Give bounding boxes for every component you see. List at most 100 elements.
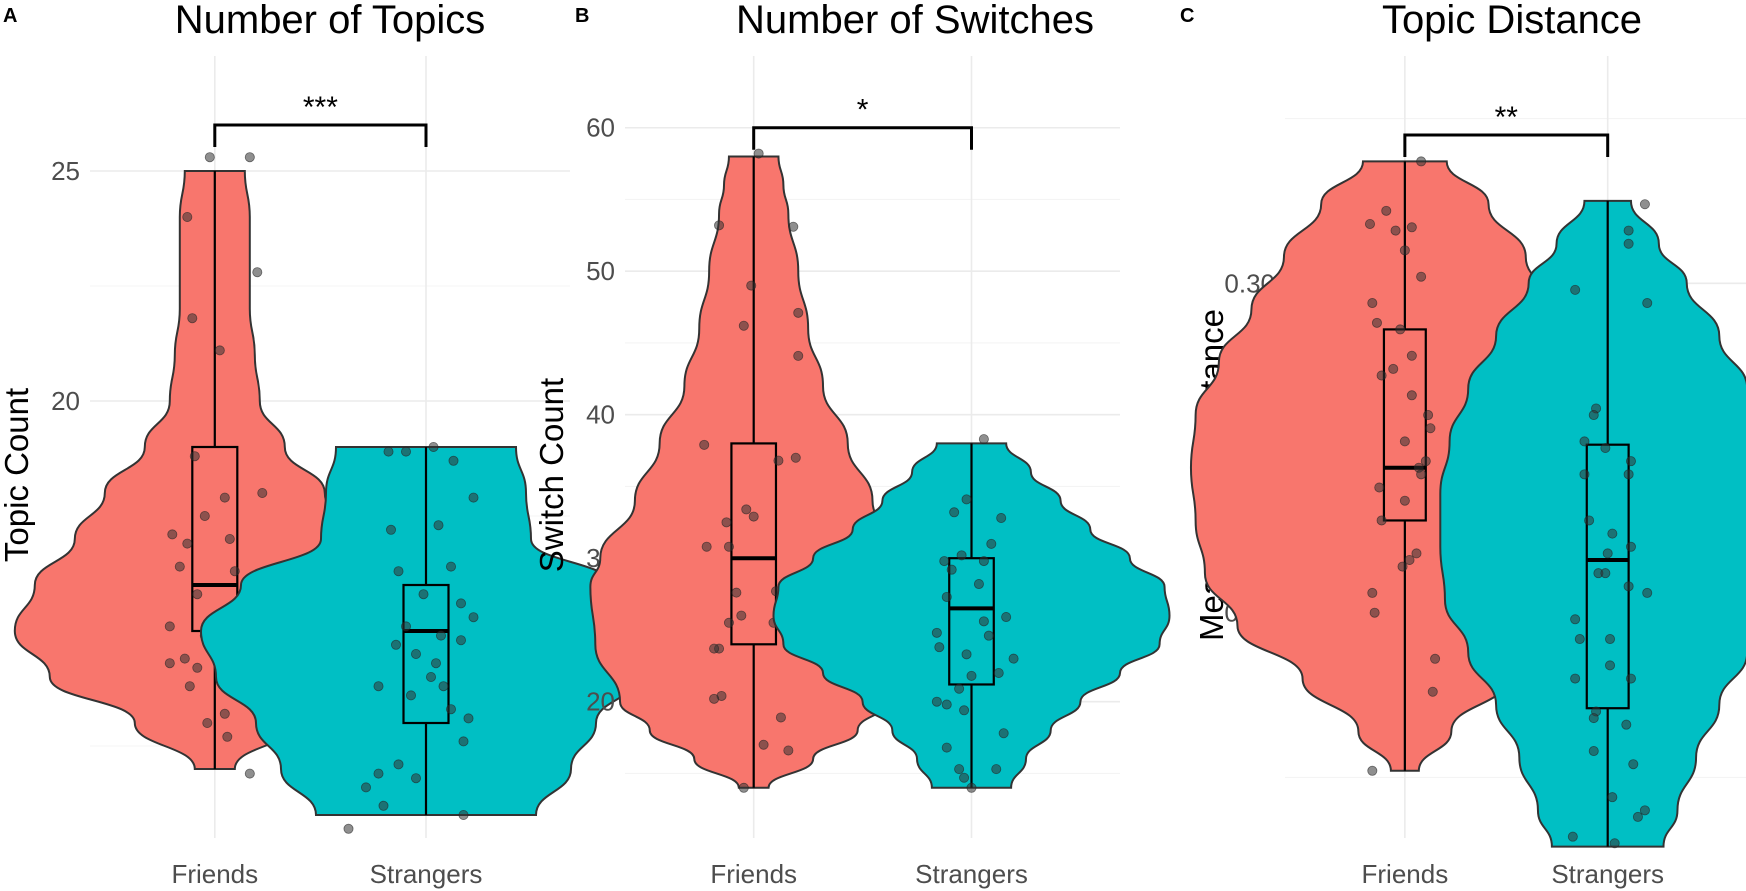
data-point (1001, 612, 1012, 623)
y-tick-label: 40 (586, 400, 615, 430)
boxplot-box (402, 583, 450, 725)
data-point (738, 782, 749, 793)
data-point (961, 649, 972, 660)
data-point (959, 772, 970, 783)
data-point (773, 455, 784, 466)
data-point (941, 699, 952, 710)
data-point (445, 704, 456, 715)
data-point (1374, 482, 1385, 493)
data-point (738, 320, 749, 331)
data-point (934, 642, 945, 653)
data-point (1570, 284, 1581, 295)
y-axis-title: Topic Count (0, 388, 35, 562)
data-point (1570, 673, 1581, 684)
data-point (939, 556, 950, 567)
data-point (736, 610, 747, 621)
data-point (222, 731, 233, 742)
panel-letter: B (575, 5, 589, 27)
data-point (949, 507, 960, 518)
data-point (445, 561, 456, 572)
data-point (793, 350, 804, 361)
data-point (343, 823, 354, 834)
data-point (1371, 317, 1382, 328)
data-point (1423, 410, 1434, 421)
data-point (1605, 660, 1616, 671)
data-point (468, 612, 479, 623)
data-point (701, 541, 712, 552)
significance-bracket (213, 123, 428, 147)
data-point (931, 627, 942, 638)
data-point (1605, 634, 1616, 645)
data-point (954, 764, 965, 775)
data-point (1416, 271, 1427, 282)
data-point (1602, 548, 1613, 559)
data-point (199, 510, 210, 521)
data-point (164, 658, 175, 669)
data-point (1607, 528, 1618, 539)
data-point (1376, 370, 1387, 381)
panel-title: Number of Switches (736, 0, 1094, 42)
data-point (991, 764, 1002, 775)
data-point (390, 639, 401, 650)
data-point (373, 768, 384, 779)
x-category-label: Strangers (370, 859, 483, 889)
data-point (1416, 156, 1427, 167)
data-point (1369, 607, 1380, 618)
data-point (1623, 469, 1634, 480)
data-point (187, 313, 198, 324)
data-point (458, 736, 469, 747)
data-point (723, 617, 734, 628)
data-point (393, 566, 404, 577)
significance-label: ** (1495, 101, 1519, 134)
data-point (405, 690, 416, 701)
data-point (428, 441, 439, 452)
panel-letter: A (3, 5, 17, 27)
x-category-label: Strangers (1551, 859, 1664, 889)
data-point (1625, 541, 1636, 552)
significance-bracket (1403, 133, 1610, 158)
data-point (1367, 298, 1378, 309)
panel-title: Topic Distance (1382, 0, 1642, 42)
data-point (219, 708, 230, 719)
data-point (741, 504, 752, 515)
data-point (229, 566, 240, 577)
data-point (748, 511, 759, 522)
data-point (244, 152, 255, 163)
x-category-label: Friends (710, 859, 797, 889)
data-point (410, 649, 421, 660)
data-point (978, 616, 989, 627)
data-point (1367, 765, 1378, 776)
data-point (793, 307, 804, 318)
data-point (1574, 634, 1585, 645)
data-point (946, 564, 957, 575)
data-point (192, 662, 203, 673)
data-point (182, 538, 193, 549)
data-point (941, 742, 952, 753)
data-point (959, 705, 970, 716)
y-axis-title: Switch Count (533, 378, 570, 572)
data-point (1376, 515, 1387, 526)
data-point (998, 728, 1009, 739)
data-point (1570, 614, 1581, 625)
data-point (1427, 686, 1438, 697)
data-point (1625, 456, 1636, 467)
data-point (182, 211, 193, 222)
y-tick-label: 20 (51, 386, 80, 416)
data-point (714, 220, 725, 231)
data-point (1425, 423, 1436, 434)
data-point (174, 561, 185, 572)
data-point (1008, 653, 1019, 664)
data-point (993, 667, 1004, 678)
data-point (1588, 713, 1599, 724)
data-point (257, 487, 268, 498)
group-strangers (772, 434, 1171, 793)
data-point (219, 492, 230, 503)
data-point (1420, 456, 1431, 467)
data-point (1609, 838, 1620, 849)
data-point (189, 451, 200, 462)
data-point (383, 446, 394, 457)
data-point (1584, 515, 1595, 526)
data-point (1632, 811, 1643, 822)
data-point (1607, 792, 1618, 803)
